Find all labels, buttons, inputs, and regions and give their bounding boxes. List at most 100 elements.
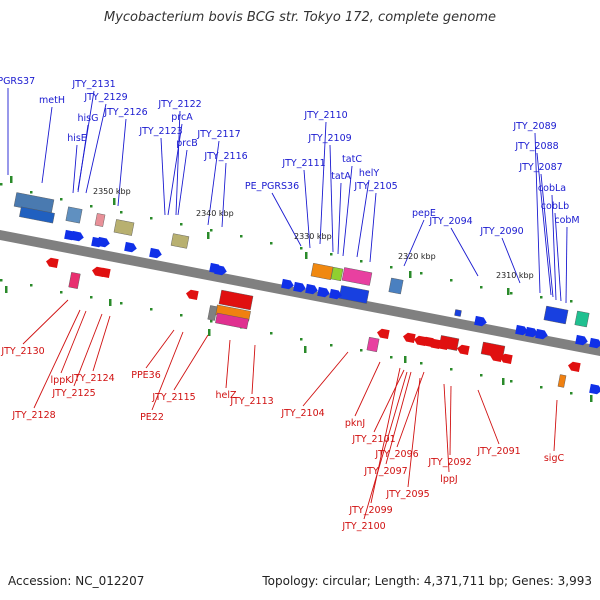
coordinate-tick-dot [210, 320, 213, 323]
leader-line [373, 369, 405, 433]
gene-label: hisE [67, 133, 87, 144]
leader-line [251, 344, 256, 395]
coordinate-tick-dot [120, 211, 123, 214]
coordinate-tick-dot [0, 183, 3, 186]
leader-line [342, 165, 353, 257]
gene-label: tatA [331, 171, 351, 182]
gene-label: JTY_2096 [374, 449, 418, 460]
reverse-gene-arrow [403, 332, 416, 344]
coordinate-tick-dot [570, 392, 573, 395]
coordinate-tick-dot [390, 356, 393, 359]
leader-line [407, 377, 421, 488]
leader-line [145, 329, 175, 369]
leader-line [33, 309, 81, 409]
gene-label: PE_PGRS36 [245, 181, 299, 192]
coordinate-tick-dot [0, 279, 3, 282]
coordinate-tick-dot [480, 374, 483, 377]
gene-label: JTY_2088 [514, 141, 558, 152]
gene-label: JTY_2105 [353, 181, 397, 192]
gene-feature-box [215, 312, 249, 330]
gene-feature-box [218, 289, 254, 311]
coordinate-tick-dot [480, 286, 483, 289]
coordinate-tick-dot [120, 302, 123, 305]
coordinate-tick-dot [30, 284, 33, 287]
gene-label: JTY_2123 [138, 126, 182, 137]
major-tick [304, 346, 307, 353]
leader-line [117, 118, 127, 207]
major-tick [404, 356, 407, 363]
coordinate-tick-dot [420, 362, 423, 365]
gene-label: JTY_2100 [341, 521, 385, 532]
leader-line [85, 103, 107, 194]
coordinate-tick-dot [60, 291, 63, 294]
gene-feature-box [207, 305, 218, 321]
leader-line [22, 299, 69, 345]
coordinate-tick-dot [300, 338, 303, 341]
gene-feature-box [65, 206, 83, 224]
coordinate-tick-dot [210, 229, 213, 232]
coordinate-tick-dot [450, 368, 453, 371]
forward-gene-arrow [71, 230, 84, 242]
leader-line [534, 132, 541, 294]
leader-line [207, 140, 220, 226]
gene-feature-box [341, 267, 373, 286]
gene-label: sigC [544, 453, 565, 464]
gene-label: JTY_2092 [427, 457, 471, 468]
leader-line [443, 383, 450, 473]
leader-line [41, 106, 53, 184]
leader-line [167, 123, 183, 216]
kbp-tick-label: 2310 kbp [496, 271, 534, 280]
leader-line [536, 152, 552, 296]
gene-label: JTY_2110 [303, 110, 347, 121]
gene-label: JTY_2101 [351, 434, 395, 445]
coordinate-tick-dot [300, 247, 303, 250]
gene-feature-box [557, 374, 567, 388]
coordinate-tick-dot [180, 314, 183, 317]
gene-label: cobLb [541, 201, 569, 212]
kbp-tick-label: 2350 kbp [93, 187, 131, 196]
gene-feature-box [574, 310, 590, 328]
leader-line [554, 212, 562, 302]
leader-line [302, 351, 349, 407]
leader-line [303, 169, 311, 249]
reverse-gene-arrow [428, 338, 441, 350]
major-tick [5, 286, 8, 293]
gene-label: PE22 [140, 412, 164, 423]
gene-label: lppK [51, 375, 73, 386]
leader-line [540, 173, 554, 298]
leader-line [60, 310, 87, 374]
major-tick [10, 176, 13, 183]
coordinate-tick-dot [90, 296, 93, 299]
forward-gene-arrow [317, 286, 330, 298]
gene-feature-box [366, 336, 380, 353]
reverse-gene-arrow [457, 344, 470, 356]
major-tick [502, 378, 505, 385]
gene-label: JTY_2130 [0, 346, 44, 357]
gene-feature-box [19, 206, 55, 224]
major-tick [305, 252, 308, 259]
gene-feature-box [330, 266, 344, 282]
coordinate-tick-dot [270, 332, 273, 335]
forward-gene-arrow [124, 241, 137, 253]
leader-line [501, 237, 521, 284]
gene-label: JTY_2115 [151, 392, 195, 403]
gene-feature-box [454, 309, 462, 317]
leader-line [551, 194, 557, 301]
gene-layer [13, 192, 600, 395]
coordinate-tick-dot [270, 242, 273, 245]
leader-line [72, 144, 78, 194]
gene-label: prcA [171, 112, 193, 123]
leader-line [565, 226, 568, 304]
forward-gene-arrow [214, 264, 227, 276]
gene-label: JTY_2126 [103, 107, 147, 118]
gene-feature-box [94, 213, 106, 227]
gene-label: JTY_2113 [229, 396, 273, 407]
gene-label: JTY_2099 [348, 505, 392, 516]
forward-gene-arrow [515, 324, 528, 336]
leader-line [354, 361, 381, 417]
reverse-gene-arrow [568, 361, 581, 373]
gene-label: JTY_2094 [428, 216, 472, 227]
kbp-tick-label: 2320 kbp [398, 252, 436, 261]
major-tick [409, 271, 412, 278]
leader-line [319, 121, 327, 245]
